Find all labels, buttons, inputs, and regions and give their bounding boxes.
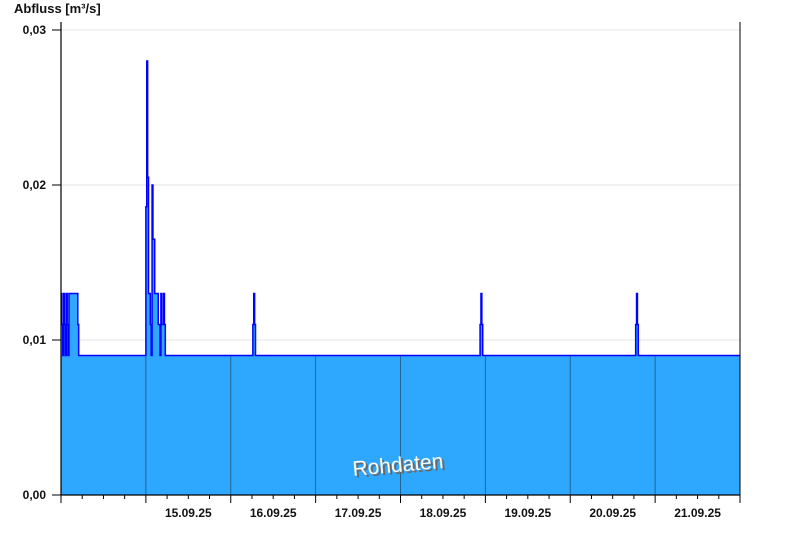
- series-line: [61, 60, 740, 357]
- y-axis-label: Abfluss [m³/s]: [14, 1, 101, 16]
- y-tick-label: 0,00: [23, 488, 47, 502]
- x-tick-label: 16.09.25: [250, 506, 297, 520]
- x-tick-label: 15.09.25: [165, 506, 212, 520]
- day-separators: [145, 356, 656, 495]
- y-ticks: 0,00 0,01 0,02 0,03: [23, 23, 61, 502]
- x-tick-label: 20.09.25: [589, 506, 636, 520]
- x-ticks: 15.09.25 16.09.25 17.09.25 18.09.25 19.09.25…: [60, 495, 741, 520]
- x-tick-label: 21.09.25: [674, 506, 721, 520]
- y-tick-label: 0,03: [23, 23, 47, 37]
- x-tick-label: 18.09.25: [420, 506, 467, 520]
- gridlines: [61, 29, 740, 341]
- x-tick-label: 19.09.25: [504, 506, 551, 520]
- x-tick-label: 17.09.25: [335, 506, 382, 520]
- y-tick-label: 0,02: [23, 178, 47, 192]
- y-tick-label: 0,01: [23, 333, 47, 347]
